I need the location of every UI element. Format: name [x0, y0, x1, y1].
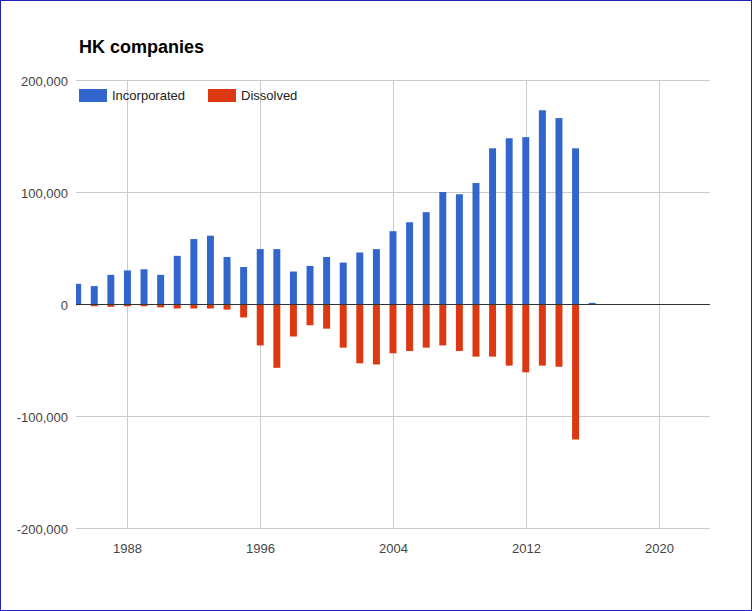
bar: [323, 257, 330, 304]
y-tick-label: 200,000: [21, 74, 68, 89]
bar: [390, 304, 397, 353]
bar: [273, 249, 280, 304]
bar: [572, 304, 579, 440]
bar: [356, 252, 363, 304]
legend-swatch: [79, 89, 107, 102]
bar: [522, 137, 529, 304]
bar: [290, 304, 297, 336]
bar: [141, 269, 148, 304]
bar: [373, 304, 380, 364]
bar: [589, 303, 596, 304]
bar: [472, 183, 479, 304]
bar: [356, 304, 363, 363]
legend: Incorporated Dissolved: [79, 88, 297, 103]
bar: [539, 110, 546, 304]
chart: -200,000 -100,000 0 100,000 200,000 1988 1996 2…: [0, 0, 752, 611]
bar: [224, 257, 231, 304]
bar: [257, 304, 264, 345]
bar: [390, 231, 397, 304]
legend-label: Incorporated: [112, 88, 185, 103]
bar: [91, 286, 98, 304]
x-tick-label: 1996: [246, 541, 275, 556]
bar: [472, 304, 479, 357]
bar: [489, 304, 496, 357]
x-tick-label: 2004: [379, 541, 408, 556]
y-grid-line: [76, 528, 710, 529]
legend-label: Dissolved: [241, 88, 297, 103]
bar: [240, 304, 247, 317]
bar: [76, 284, 81, 304]
bar: [506, 304, 513, 366]
bar: [572, 148, 579, 304]
bar: [307, 266, 314, 304]
bar: [124, 270, 131, 304]
y-tick-label: 0: [61, 298, 68, 313]
y-tick-label: -200,000: [17, 522, 68, 537]
bars: [76, 110, 596, 439]
bar: [107, 275, 114, 304]
bar: [555, 304, 562, 367]
x-tick-label: 2020: [645, 541, 674, 556]
grid: [76, 80, 710, 529]
bar: [423, 212, 430, 304]
bar: [307, 304, 314, 325]
bar: [290, 272, 297, 304]
bar: [456, 194, 463, 304]
bar: [207, 236, 214, 304]
bar: [406, 304, 413, 351]
bar: [257, 249, 264, 304]
x-tick-label: 1988: [113, 541, 142, 556]
bar: [456, 304, 463, 351]
bar: [323, 304, 330, 329]
bar: [539, 304, 546, 366]
bar: [340, 304, 347, 348]
bar: [406, 222, 413, 304]
title: HK companies: [79, 37, 204, 57]
bar: [174, 256, 181, 304]
bar: [240, 267, 247, 304]
y-tick-label: -100,000: [17, 410, 68, 425]
bar: [489, 148, 496, 304]
zero-line: [76, 304, 710, 305]
bar: [273, 304, 280, 368]
bar: [373, 249, 380, 304]
legend-swatch: [208, 89, 236, 102]
bar: [506, 138, 513, 304]
frame: [1, 1, 752, 611]
y-tick-label: 100,000: [21, 186, 68, 201]
bar: [439, 304, 446, 345]
bar: [190, 239, 197, 304]
x-tick-label: 2012: [512, 541, 541, 556]
bar: [522, 304, 529, 372]
bar: [340, 263, 347, 304]
bar: [555, 118, 562, 304]
bar: [439, 192, 446, 304]
bar: [423, 304, 430, 348]
bar: [157, 275, 164, 304]
